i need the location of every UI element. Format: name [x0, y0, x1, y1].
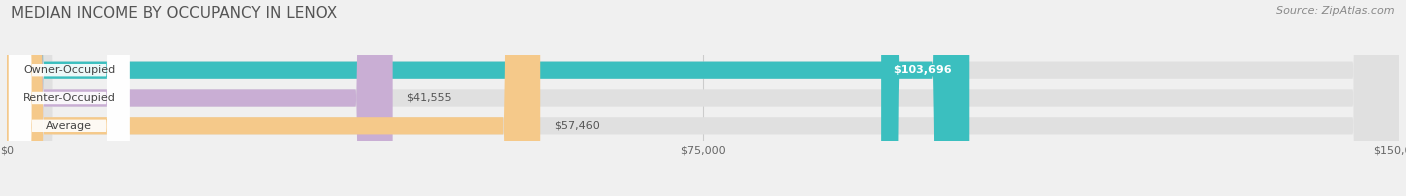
FancyBboxPatch shape	[7, 0, 540, 196]
FancyBboxPatch shape	[8, 0, 129, 196]
FancyBboxPatch shape	[7, 0, 1399, 196]
Text: Source: ZipAtlas.com: Source: ZipAtlas.com	[1277, 6, 1395, 16]
Text: Owner-Occupied: Owner-Occupied	[22, 65, 115, 75]
FancyBboxPatch shape	[7, 0, 1399, 196]
Text: $57,460: $57,460	[554, 121, 600, 131]
FancyBboxPatch shape	[7, 0, 969, 196]
Text: $103,696: $103,696	[894, 65, 952, 75]
FancyBboxPatch shape	[7, 0, 392, 196]
FancyBboxPatch shape	[882, 0, 965, 196]
FancyBboxPatch shape	[7, 0, 1399, 196]
Text: MEDIAN INCOME BY OCCUPANCY IN LENOX: MEDIAN INCOME BY OCCUPANCY IN LENOX	[11, 6, 337, 21]
FancyBboxPatch shape	[8, 0, 129, 196]
FancyBboxPatch shape	[8, 0, 129, 196]
Text: Renter-Occupied: Renter-Occupied	[22, 93, 115, 103]
Text: Average: Average	[46, 121, 93, 131]
Text: $41,555: $41,555	[406, 93, 453, 103]
